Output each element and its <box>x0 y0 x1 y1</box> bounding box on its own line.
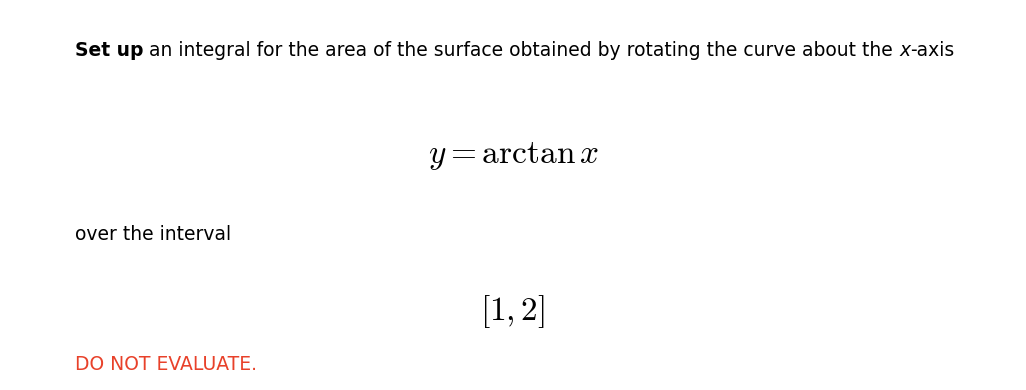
Text: Set up: Set up <box>75 41 144 60</box>
Text: $[1, 2]$: $[1, 2]$ <box>480 294 546 330</box>
Text: DO NOT EVALUATE.: DO NOT EVALUATE. <box>75 355 256 374</box>
Text: over the interval: over the interval <box>75 225 231 243</box>
Text: -axis: -axis <box>910 41 954 60</box>
Text: $y = \arctan x$: $y = \arctan x$ <box>428 140 598 172</box>
Text: x: x <box>899 41 910 60</box>
Text: an integral for the area of the surface obtained by rotating the curve about the: an integral for the area of the surface … <box>144 41 899 60</box>
